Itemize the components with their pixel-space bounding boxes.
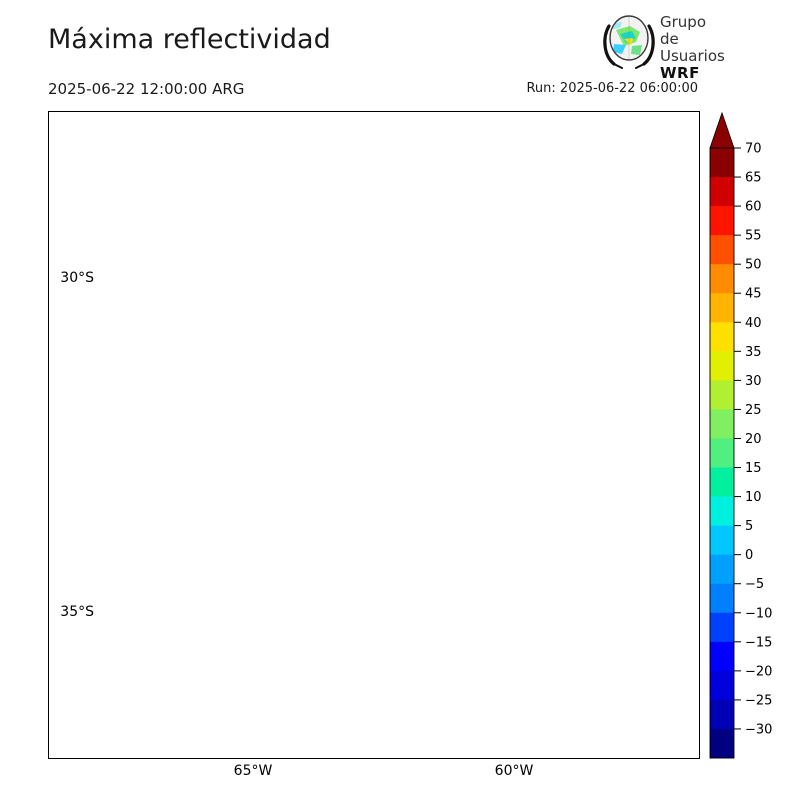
colorbar-tick-label: 50 <box>745 258 762 273</box>
colorbar-tick-label: 0 <box>745 548 753 563</box>
colorbar-band <box>710 641 734 672</box>
colorbar-tick-label: 10 <box>745 490 762 505</box>
logo-line-3: WRF <box>660 64 700 82</box>
map-frame <box>48 111 700 759</box>
colorbar-tick-label: 15 <box>745 461 762 476</box>
colorbar-band <box>710 293 734 323</box>
wrf-globe-emblem-icon <box>603 15 655 69</box>
run-time-label: Run: 2025-06-22 06:00:00 <box>526 81 698 96</box>
logo-line-1: Grupo de <box>660 13 706 48</box>
colorbar-tick-label: −25 <box>745 693 772 708</box>
colorbar-band <box>710 409 734 439</box>
colorbar-band <box>710 177 734 207</box>
colorbar-band <box>710 206 734 236</box>
x-tick-label-65w: 65°W <box>233 763 273 779</box>
colorbar-band <box>710 496 734 527</box>
colorbar-tick-label: 40 <box>745 316 762 331</box>
colorbar-tick-label: 45 <box>745 287 762 302</box>
colorbar-band <box>710 264 734 294</box>
colorbar-band <box>710 728 734 759</box>
colorbar-band <box>710 351 734 381</box>
colorbar-tick-label: −10 <box>745 606 772 621</box>
colorbar-tick-label: 65 <box>745 171 762 186</box>
colorbar-extend-arrow <box>709 111 735 149</box>
colorbar[interactable]: 70 65 60 55 50 45 40 35 30 25 20 15 10 5 0 −5 −10 −15 −20−… <box>708 111 800 761</box>
colorbar-outline <box>709 147 735 759</box>
colorbar-tick-label: −5 <box>745 577 764 592</box>
logo-line-2: Usuarios <box>660 47 725 65</box>
colorbar-band <box>710 380 734 410</box>
colorbar-tick-label: 20 <box>745 432 762 447</box>
colorbar-tick-label: −30 <box>745 722 772 737</box>
colorbar-band <box>710 583 734 614</box>
colorbar-tick-label: 70 <box>745 142 762 157</box>
colorbar-tick-label: 25 <box>745 403 762 418</box>
colorbar-tick-label: 30 <box>745 374 762 389</box>
x-tick-label-60w: 60°W <box>494 763 534 779</box>
colorbar-band <box>710 612 734 643</box>
colorbar-tick-label: −15 <box>745 635 772 650</box>
valid-time-label: 2025-06-22 12:00:00 ARG <box>48 80 245 98</box>
colorbar-band <box>710 525 734 556</box>
y-tick-label-35s: 35°S <box>60 604 94 620</box>
page-title: Máxima reflectividad <box>48 24 331 55</box>
colorbar-band <box>710 148 734 178</box>
colorbar-band <box>710 322 734 352</box>
colorbar-band <box>710 699 734 730</box>
y-tick-label-30s: 30°S <box>60 270 94 286</box>
colorbar-band <box>710 235 734 265</box>
colorbar-band <box>710 554 734 585</box>
colorbar-band <box>710 670 734 701</box>
colorbar-tick-label: 35 <box>745 345 762 360</box>
colorbar-swatches: 7065605550454035302520151050−5−10−15−20−… <box>709 111 772 759</box>
colorbar-band <box>710 467 734 497</box>
colorbar-tick-label: 5 <box>745 519 753 534</box>
colorbar-tick-label: 55 <box>745 229 762 244</box>
colorbar-tick-label: 60 <box>745 200 762 215</box>
colorbar-tick-label: −20 <box>745 664 772 679</box>
radar-map[interactable] <box>48 111 700 759</box>
logo-text: Grupo de Usuarios WRF <box>660 14 728 82</box>
logo: Grupo de Usuarios WRF <box>600 12 728 82</box>
colorbar-band <box>710 438 734 468</box>
